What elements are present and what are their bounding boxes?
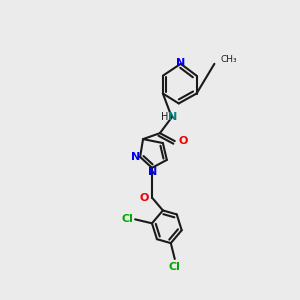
Text: Cl: Cl <box>169 262 181 272</box>
Text: N: N <box>148 167 158 177</box>
Text: N: N <box>168 112 177 122</box>
Text: H: H <box>161 112 169 122</box>
Text: O: O <box>140 193 149 202</box>
Text: O: O <box>178 136 188 146</box>
Text: N: N <box>176 58 185 68</box>
Text: CH₃: CH₃ <box>220 55 237 64</box>
Text: N: N <box>130 152 140 162</box>
Text: Cl: Cl <box>121 214 133 224</box>
